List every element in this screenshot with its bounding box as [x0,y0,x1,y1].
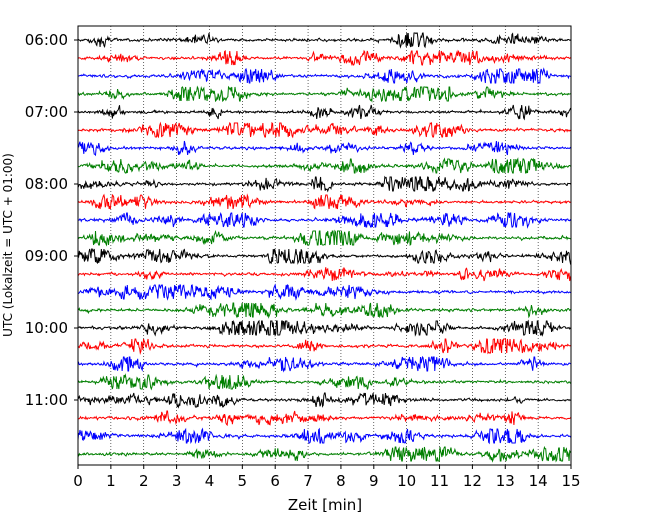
trace-line-0615 [77,49,572,67]
x-tick-label: 3 [172,472,182,490]
trace-group [77,32,572,463]
trace-line-0930 [77,283,572,301]
trace-line-0815 [77,193,572,210]
y-tick-label: 09:00 [25,247,68,265]
x-tick-label: 1 [106,472,116,490]
trace-line-0700 [77,104,572,121]
trace-line-0900 [77,248,572,265]
trace-line-1115 [77,410,572,427]
trace-line-0645 [77,85,572,103]
y-tick-label: 08:00 [25,175,68,193]
trace-line-1030 [77,355,572,373]
x-tick-label: 8 [336,472,346,490]
trace-line-0845 [77,229,572,247]
x-tick-label: 13 [496,472,515,490]
trace-line-0630 [77,67,572,85]
trace-line-0915 [77,266,572,282]
x-tick-label: 9 [369,472,379,490]
y-tick-label: 11:00 [25,391,68,409]
x-tick-label: 6 [270,472,280,490]
x-tick-label: 0 [73,472,83,490]
y-axis: 06:00 07:00 08:00 09:00 10:00 11:00 [25,31,78,409]
x-tick-label: 5 [238,472,248,490]
trace-line-0600 [77,32,572,49]
plot-frame [77,25,572,466]
y-tick-label: 10:00 [25,319,68,337]
x-tick-label: 12 [463,472,482,490]
trace-line-1015 [77,338,572,355]
y-tick-label: 06:00 [25,31,68,49]
x-tick-label: 14 [529,472,548,490]
x-tick-label: 10 [397,472,416,490]
trace-line-0800 [77,175,572,193]
x-tick-label: 11 [430,472,449,490]
x-axis-label: Zeit [min] [288,496,362,514]
trace-line-1045 [77,373,572,391]
trace-line-0945 [77,302,572,319]
trace-line-0730 [77,140,572,157]
trace-line-0830 [77,212,572,229]
trace-line-1100 [77,392,572,409]
trace-line-0715 [77,121,572,139]
x-tick-label: 15 [561,472,580,490]
trace-line-1000 [77,319,572,337]
x-tick-label: 4 [205,472,215,490]
plot-background [78,26,571,465]
x-axis: 0 1 2 3 4 5 6 7 8 9 10 11 12 13 14 15 [73,465,581,490]
trace-line-1130 [77,427,572,445]
trace-line-0745 [77,157,572,174]
trace-line-1145 [77,445,572,463]
x-tick-label: 7 [303,472,313,490]
x-tick-label: 2 [139,472,149,490]
y-axis-label: UTC (Lokalzeit = UTC + 01:00) [1,153,15,337]
y-tick-label: 07:00 [25,103,68,121]
